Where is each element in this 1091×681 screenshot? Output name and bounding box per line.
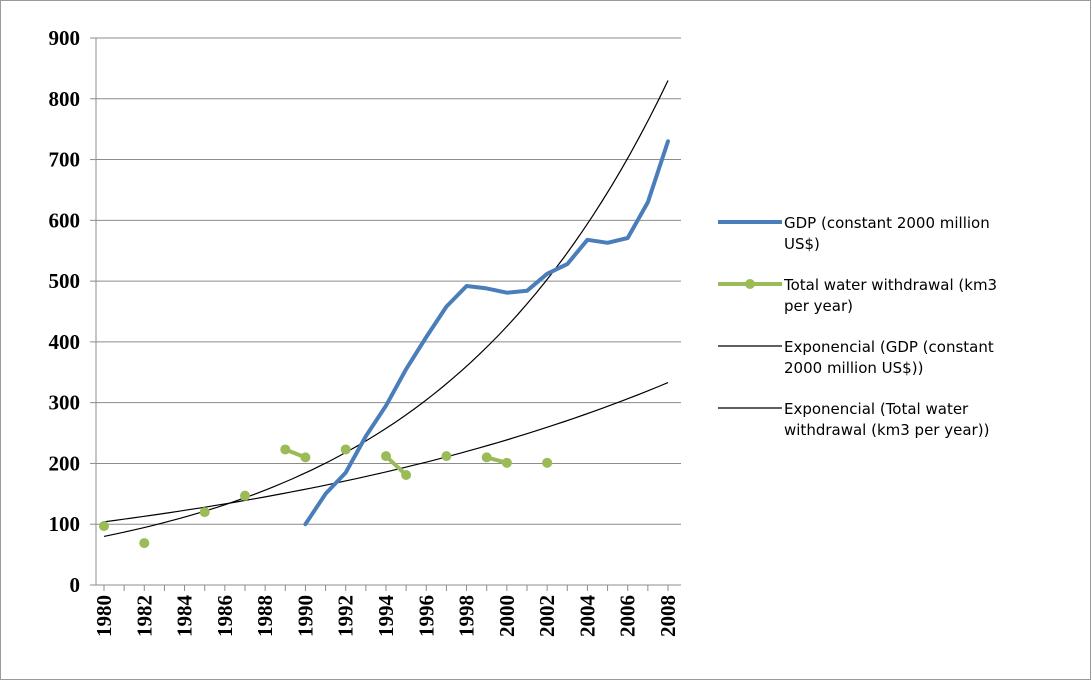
y-tick-label: 100: [49, 512, 81, 536]
water-series-point: [199, 507, 210, 518]
legend-label-1: per year): [784, 297, 853, 315]
water-series-point: [340, 444, 351, 455]
water-series-point: [401, 469, 412, 480]
legend-label-3: withdrawal (km3 per year)): [784, 421, 989, 439]
x-tick-label: 2008: [656, 595, 680, 637]
legend-label-2: Exponencial (GDP (constant: [784, 338, 994, 356]
water-series-point: [542, 457, 553, 468]
water-series-point: [280, 444, 291, 455]
y-tick-label: 600: [49, 208, 81, 232]
y-tick-label: 800: [49, 87, 81, 111]
grid: [96, 37, 681, 525]
x-tick-label: 2004: [575, 595, 599, 638]
x-tick-label: 1994: [374, 595, 398, 638]
trendlines: [103, 80, 669, 537]
y-tick-label: 200: [49, 451, 81, 475]
y-tick-label: 700: [49, 148, 81, 172]
legend-label-2: 2000 million US$)): [784, 359, 923, 377]
x-tick-label: 1986: [213, 595, 237, 637]
water-series-point: [139, 538, 150, 549]
series: [99, 139, 670, 549]
x-tick-label: 2002: [535, 595, 559, 637]
legend-label-0: GDP (constant 2000 million: [784, 214, 990, 232]
trendline-3: [103, 382, 669, 523]
y-tick-label: 400: [49, 330, 81, 354]
water-series-point: [99, 521, 109, 532]
water-series-point: [240, 490, 250, 501]
axes: 0 100 200 300 400 500 600 700 800 900 1980 1982 1984…: [49, 26, 681, 638]
x-tick-label: 1992: [334, 595, 358, 637]
x-tick-label: 1988: [253, 595, 277, 637]
water-series-point: [300, 452, 311, 463]
gdp-series-line: [303, 139, 670, 527]
y-tick-label: 900: [49, 26, 81, 50]
x-tick-label: 1990: [293, 595, 317, 637]
x-tick-label: 1996: [414, 595, 438, 637]
legend-label-1: Total water withdrawal (km3: [783, 276, 997, 294]
x-tick-label: 1998: [455, 595, 479, 637]
legend: GDP (constant 2000 million US$) Total wate…: [718, 214, 997, 439]
water-series-point: [501, 457, 512, 468]
water-series-point: [481, 452, 492, 463]
y-tick-label: 500: [49, 269, 81, 293]
trendline-2: [103, 80, 669, 537]
x-tick-label: 1984: [173, 595, 197, 638]
water-series-point: [441, 451, 452, 462]
legend-label-0: US$): [784, 235, 820, 253]
x-tick-label: 2000: [495, 595, 519, 637]
y-tick-label: 300: [49, 391, 81, 415]
legend-marker-1: [745, 279, 755, 289]
water-series-point: [381, 451, 391, 462]
x-tick-label: 2006: [616, 595, 640, 637]
legend-label-3: Exponencial (Total water: [784, 400, 969, 418]
x-tick-label: 1980: [92, 595, 116, 637]
y-tick-label: 0: [70, 573, 81, 597]
x-tick-label: 1982: [132, 595, 156, 637]
